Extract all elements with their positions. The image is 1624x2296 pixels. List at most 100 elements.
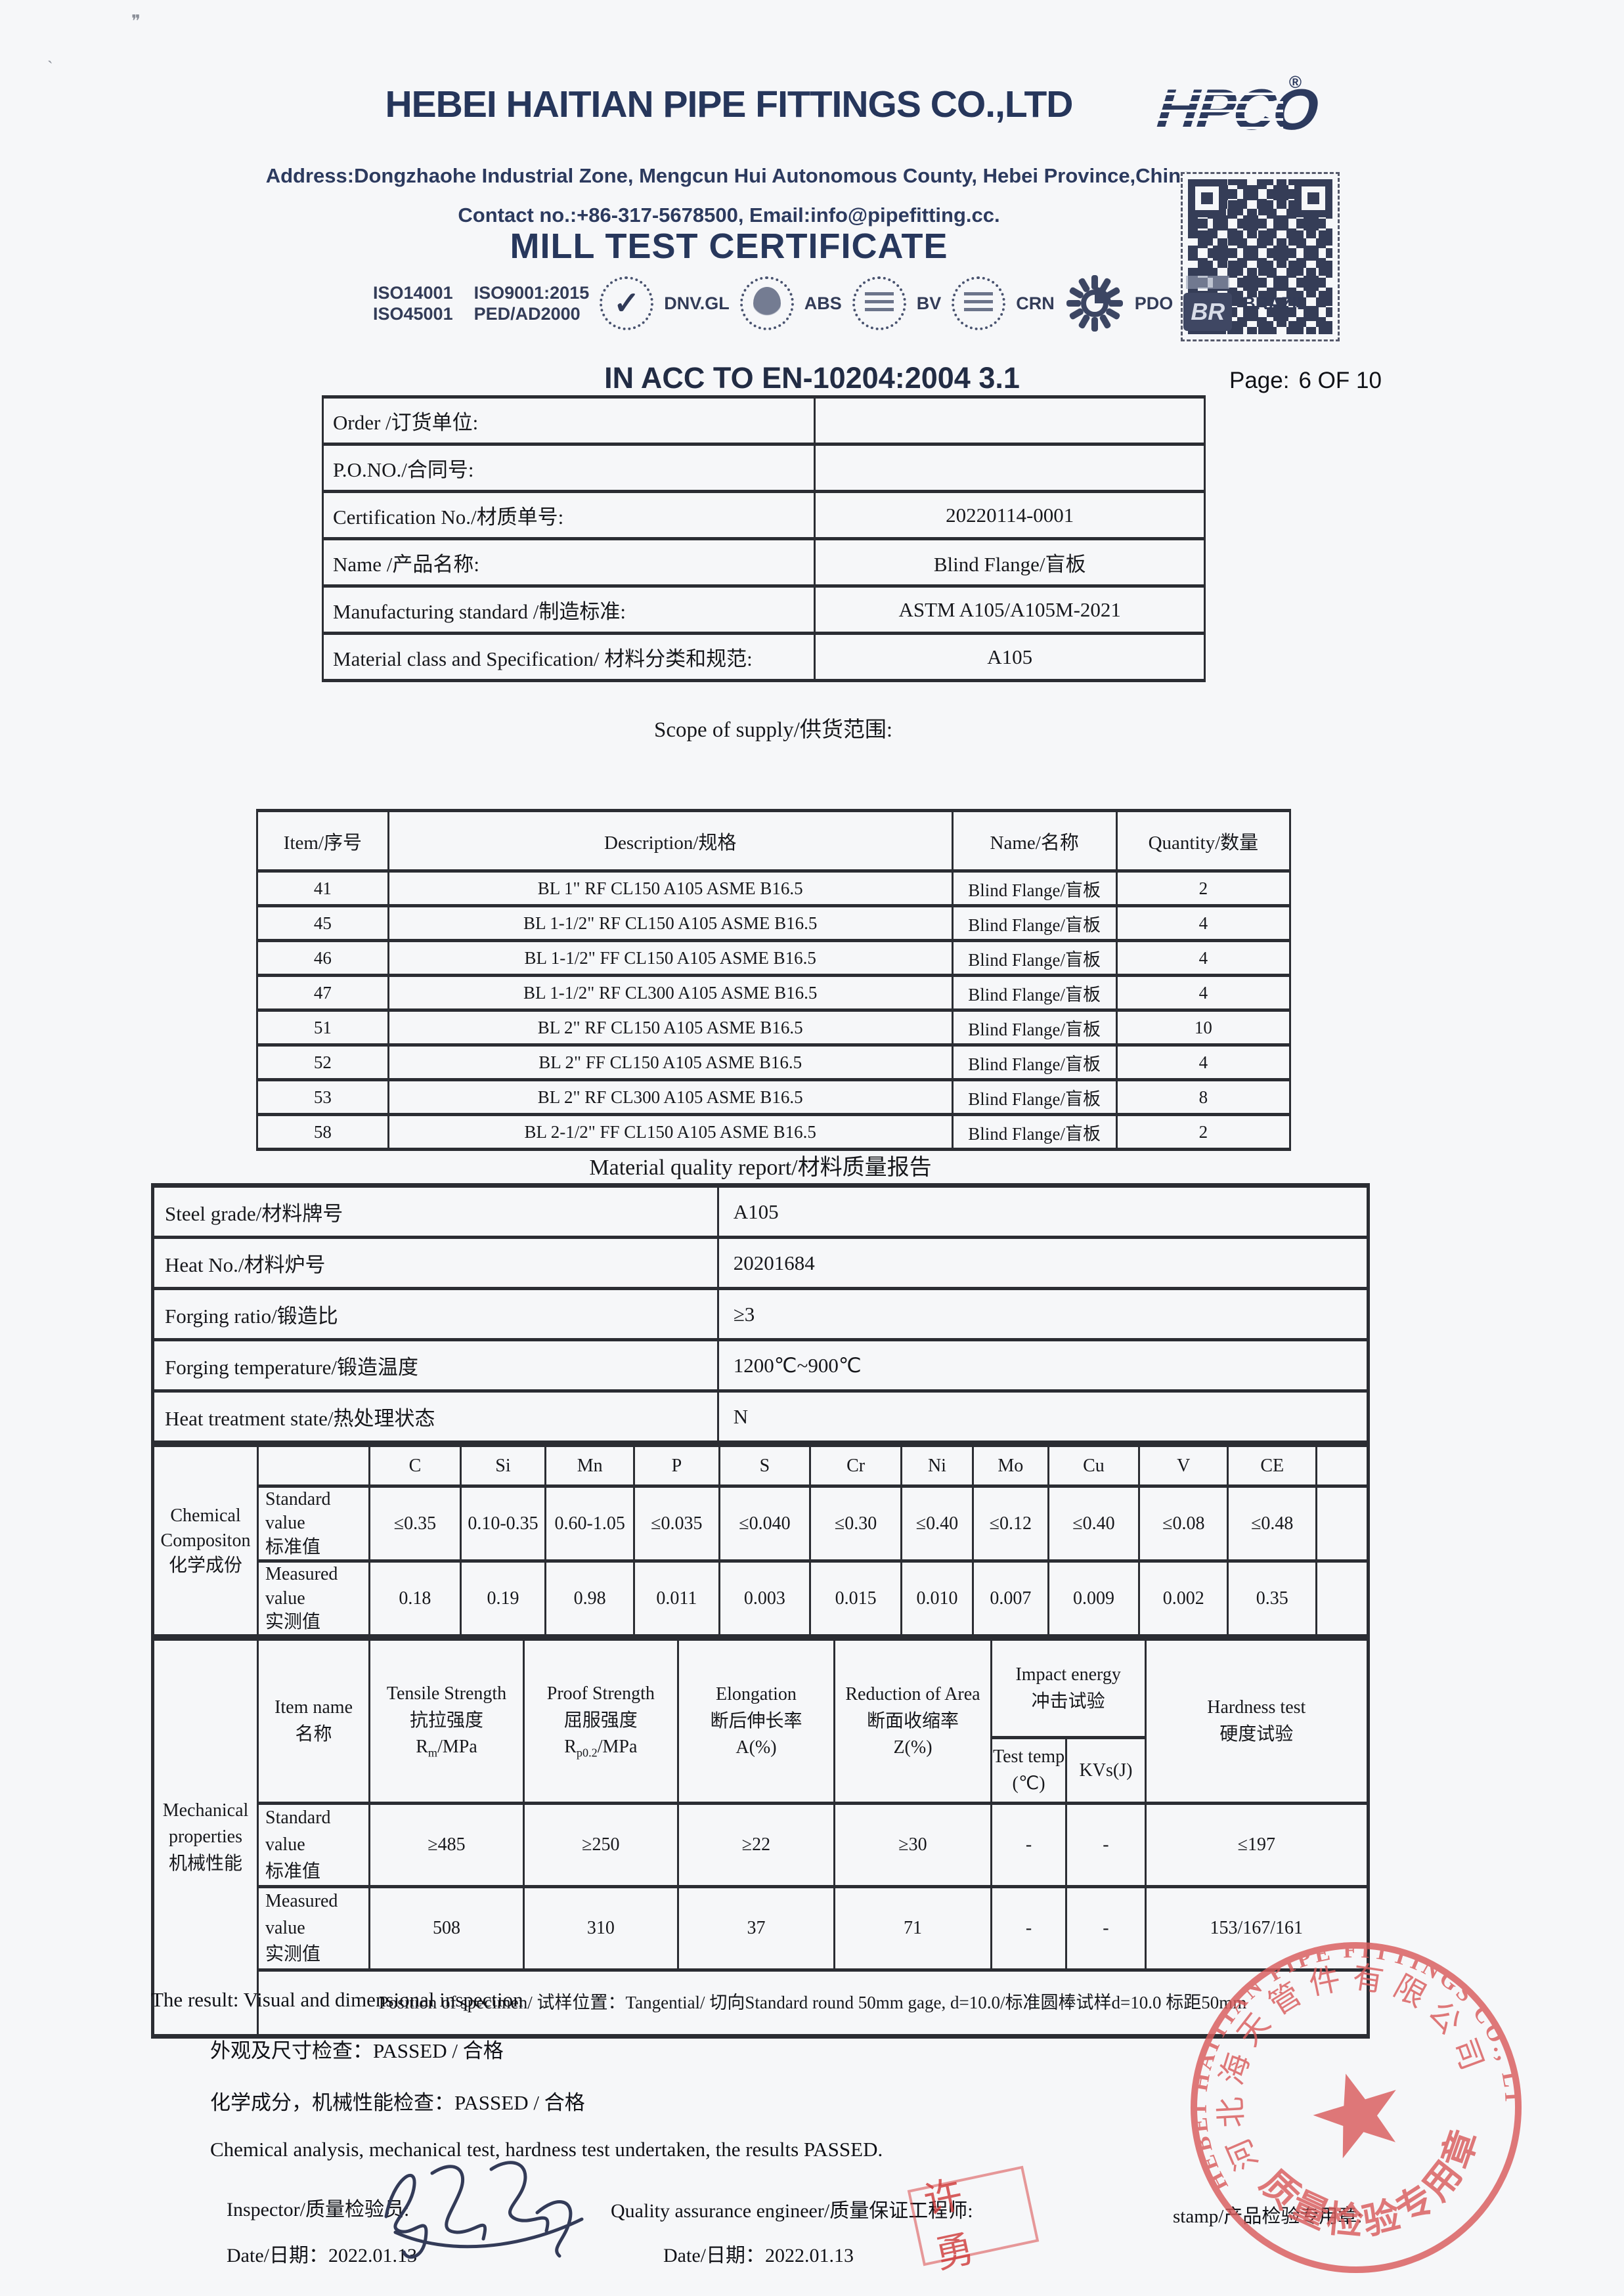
table-row: Forging temperature/锻造温度 1200℃~900℃ xyxy=(152,1338,1369,1393)
table-row: 46 BL 1-1/2" FF CL150 A105 ASME B16.5 Bl… xyxy=(256,939,1292,977)
scan-speck: ` xyxy=(47,58,53,77)
standard-value: ≤197 xyxy=(1144,1802,1369,1889)
hardness-header: Hardness test 硬度试验 xyxy=(1144,1637,1369,1806)
crn-label: CRN xyxy=(1016,293,1055,313)
standard-value: ≥30 xyxy=(833,1802,992,1889)
cell-item: 46 xyxy=(256,939,389,977)
table-header-row: Item/序号 Description/规格 Name/名称 Quantity/… xyxy=(256,809,1292,873)
heat-treatment-label: Heat treatment state/热处理状态 xyxy=(152,1389,719,1444)
pdo-rosette-icon xyxy=(1066,275,1123,332)
header-line: 屈服强度 xyxy=(563,1710,638,1731)
header-line: (℃) xyxy=(1012,1773,1045,1794)
col-header-item: Item/序号 xyxy=(256,809,389,873)
inspector-date: Date/日期：2022.01.13 xyxy=(227,2239,417,2268)
br-logo-icon: BR xyxy=(1183,276,1233,331)
element-header: Ni xyxy=(900,1444,975,1488)
name-stamp: 许勇 xyxy=(907,2165,1040,2276)
sym-base: R xyxy=(564,1737,577,1758)
cell-name: Blind Flange/盲板 xyxy=(951,869,1118,907)
measured-value: 0.35 xyxy=(1227,1559,1318,1638)
iso45001-label: ISO45001 xyxy=(373,304,453,324)
quality-report-title: Material quality report/材料质量报告 xyxy=(589,1156,932,1180)
element-header: Cu xyxy=(1047,1444,1141,1488)
table-row: P.O.NO./合同号: xyxy=(321,443,1206,493)
standard-value: ≤0.12 xyxy=(972,1484,1049,1563)
standard-value: - xyxy=(1065,1802,1147,1889)
dnv-circle-icon: ✓ xyxy=(600,276,654,330)
measured-value: 37 xyxy=(676,1885,836,1972)
cell-item: 41 xyxy=(256,869,389,907)
cell-quantity: 4 xyxy=(1115,1043,1292,1081)
iso-left-labels: ISO14001 ISO45001 xyxy=(373,282,453,325)
heat-treatment-value: N xyxy=(716,1389,1369,1444)
measured-value-label: Measured value 实测值 xyxy=(256,1885,371,1972)
qr-finder-icon xyxy=(1294,179,1332,217)
sym-base: R xyxy=(416,1737,428,1758)
table-row: Certification No./材质单号: 20220114-0001 xyxy=(321,490,1206,540)
measured-value: 0.009 xyxy=(1047,1559,1141,1638)
br-logo-bar xyxy=(1186,276,1230,289)
cell-item: 53 xyxy=(256,1078,389,1116)
cell-name: Blind Flange/盲板 xyxy=(951,1113,1118,1151)
header-line: 断后伸长率 xyxy=(710,1710,802,1731)
measured-value: 0.015 xyxy=(809,1559,902,1638)
iso9001-label: ISO9001:2015 xyxy=(473,282,590,303)
cell-description: BL 2" FF CL150 A105 ASME B16.5 xyxy=(387,1043,954,1081)
sym-unit: /MPa xyxy=(437,1737,477,1758)
measured-value: 0.010 xyxy=(900,1559,975,1638)
empty-cell xyxy=(1315,1444,1369,1488)
company-name: HEBEI HAITIAN PIPE FITTINGS CO.,LTD xyxy=(385,83,1074,125)
table-row: 45 BL 1-1/2" RF CL150 A105 ASME B16.5 Bl… xyxy=(256,904,1292,942)
iso-right-labels: ISO9001:2015 PED/AD2000 xyxy=(474,282,590,325)
header-line: Elongation xyxy=(716,1683,797,1704)
standard-value-row: Standard value 标准值 ≥485 ≥250 ≥22 ≥30 - -… xyxy=(154,1802,1369,1889)
cell-item: 51 xyxy=(256,1008,389,1047)
col-header-description: Description/规格 xyxy=(387,809,954,873)
standard-value-label: Standard value 标准值 xyxy=(256,1484,371,1563)
table-row: 53 BL 2" RF CL300 A105 ASME B16.5 Blind … xyxy=(256,1078,1292,1116)
steel-grade-value: A105 xyxy=(716,1184,1369,1239)
table-row: Steel grade/材料牌号 A105 xyxy=(152,1184,1369,1239)
accordance-line: IN ACC TO EN-10204:2004 3.1 xyxy=(604,361,1020,395)
header-line: Test temp xyxy=(992,1746,1065,1767)
table-row: 52 BL 2" FF CL150 A105 ASME B16.5 Blind … xyxy=(256,1043,1292,1081)
product-name-label: Name /产品名称: xyxy=(321,537,816,588)
sym-sub: p0.2 xyxy=(576,1746,598,1760)
cell-item: 45 xyxy=(256,904,389,942)
header-line: 名称 xyxy=(295,1723,332,1744)
cell-name: Blind Flange/盲板 xyxy=(951,1078,1118,1116)
measured-value-label: Measured value 实测值 xyxy=(256,1559,371,1638)
material-info-table: Steel grade/材料牌号 A105 Heat No./材料炉号 2020… xyxy=(152,1184,1369,1444)
header-line: 抗拉强度 xyxy=(409,1710,483,1731)
po-label: P.O.NO./合同号: xyxy=(321,443,816,493)
header-line: Proof Strength xyxy=(546,1683,655,1704)
forging-ratio-label: Forging ratio/锻造比 xyxy=(152,1287,719,1341)
measured-value: 0.007 xyxy=(972,1559,1049,1638)
table-row: Manufacturing standard /制造标准: ASTM A105/… xyxy=(321,584,1206,635)
measured-value: 0.18 xyxy=(368,1559,462,1638)
empty-cell xyxy=(256,1444,371,1488)
iso14001-label: ISO14001 xyxy=(373,282,453,303)
supply-section: Item/序号 Description/规格 Name/名称 Quantity/… xyxy=(256,809,1292,1151)
standard-value: ≥250 xyxy=(522,1802,679,1889)
hpco-logo: HPCO ® xyxy=(1154,72,1320,148)
date-label: Date/日期： xyxy=(663,2245,765,2266)
measured-value: - xyxy=(990,1885,1068,1972)
forging-temp-label: Forging temperature/锻造温度 xyxy=(152,1338,719,1393)
empty-cell xyxy=(1315,1559,1369,1638)
element-header: C xyxy=(368,1444,462,1488)
standard-value: ≤0.035 xyxy=(633,1484,720,1563)
cell-quantity: 2 xyxy=(1115,869,1292,907)
check-icon: ✓ xyxy=(613,286,640,321)
mfg-standard-value: ASTM A105/A105M-2021 xyxy=(814,584,1206,635)
element-header: CE xyxy=(1227,1444,1318,1488)
cell-quantity: 2 xyxy=(1115,1113,1292,1151)
standard-value: ≤0.040 xyxy=(718,1484,812,1563)
element-header: S xyxy=(718,1444,812,1488)
tensile-header: Tensile Strength 抗拉强度 Rm/MPa xyxy=(368,1637,525,1806)
measured-value-row: Measured value 实测值 508 310 37 71 - - 153… xyxy=(154,1885,1369,1972)
cell-quantity: 4 xyxy=(1115,974,1292,1012)
label-line-en: Standard value xyxy=(265,1489,331,1534)
header-line: Hardness test xyxy=(1207,1697,1306,1718)
